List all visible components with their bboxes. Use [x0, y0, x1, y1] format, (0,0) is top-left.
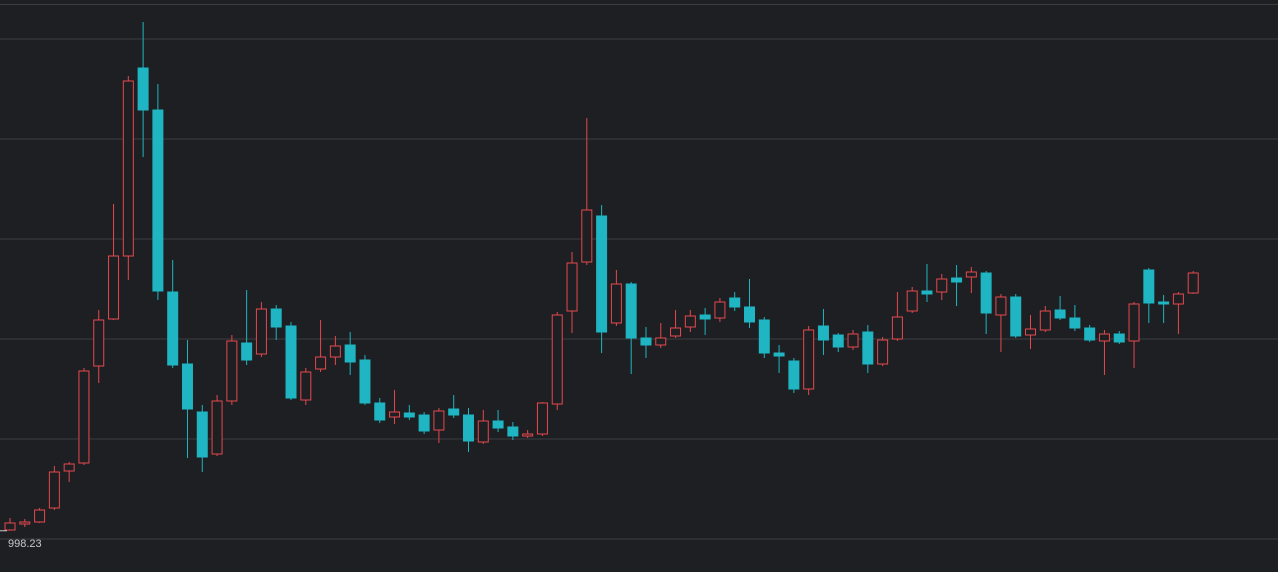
candle-body: [995, 296, 1007, 316]
candle-body: [108, 255, 120, 320]
candle-body: [285, 325, 297, 399]
candle-body: [847, 333, 859, 348]
candle-body: [625, 283, 637, 339]
candle-body: [241, 342, 253, 361]
candle-body: [211, 400, 223, 455]
candle-body: [181, 363, 193, 410]
candle-body: [684, 315, 696, 328]
candle-body: [315, 356, 327, 370]
candle-body: [1158, 301, 1170, 305]
candle-body: [418, 414, 430, 432]
candle-body: [63, 463, 75, 472]
candle-body: [891, 316, 903, 340]
candle-body: [655, 337, 667, 346]
candle-body: [906, 290, 918, 312]
candle-body: [1113, 333, 1125, 343]
candle-body: [980, 272, 992, 314]
candle-body: [670, 327, 682, 337]
candle-body: [477, 420, 489, 443]
candle-body: [270, 308, 282, 328]
candle-body: [433, 410, 445, 431]
candle-body: [329, 345, 341, 358]
candle-body: [803, 329, 815, 390]
candle-body: [862, 331, 874, 365]
candle-body: [1039, 310, 1051, 331]
candle-body: [48, 471, 60, 509]
candle-body: [448, 408, 460, 416]
candle-body: [758, 319, 770, 354]
candle-body: [965, 271, 977, 278]
low-marker-label: 998.23: [8, 538, 42, 550]
candle-body: [921, 290, 933, 295]
candle-body: [300, 371, 312, 401]
candle-body: [78, 370, 90, 464]
candle-body: [255, 308, 267, 355]
candle-body: [566, 262, 578, 312]
candle-body: [34, 509, 46, 523]
candle-body: [744, 306, 755, 323]
candle-body: [1025, 328, 1037, 336]
candle-body: [551, 314, 563, 405]
candle-body: [936, 278, 948, 293]
candle-body: [640, 337, 652, 346]
candle-body: [522, 433, 534, 437]
candle-body: [403, 412, 415, 418]
candle-body: [359, 359, 371, 404]
candle-body: [1010, 296, 1022, 337]
candle-body: [344, 344, 356, 363]
candle-body: [1172, 293, 1184, 305]
candle-body: [1143, 269, 1155, 304]
candle-body: [137, 67, 149, 111]
candle-body: [729, 297, 741, 308]
candle-body: [492, 420, 504, 429]
candle-body: [1128, 303, 1140, 342]
candle-body: [374, 402, 386, 421]
candle-body: [877, 339, 889, 365]
candle-body: [596, 215, 608, 333]
candle-body: [1069, 317, 1081, 329]
candle-body: [1187, 272, 1199, 294]
candle-body: [389, 411, 401, 418]
candle-body: [122, 80, 134, 257]
candle-body: [462, 414, 474, 442]
candle-body: [581, 209, 593, 263]
candle-body: [152, 109, 164, 292]
candle-body: [507, 426, 519, 437]
candle-body: [1098, 333, 1110, 342]
candle-body: [93, 319, 105, 367]
candle-body: [196, 411, 208, 458]
candle-body: [610, 283, 622, 324]
candle-body: [1084, 327, 1096, 341]
candle-body: [832, 334, 844, 348]
candle-body: [1054, 309, 1066, 319]
candle-body: [699, 314, 711, 320]
candle-body: [536, 402, 548, 435]
candle-body: [788, 360, 800, 390]
candle-body: [817, 325, 829, 341]
candle-body: [714, 301, 726, 319]
candle-body: [167, 291, 179, 366]
candle-body: [19, 521, 31, 525]
candle-body: [4, 522, 16, 531]
candle-body: [226, 340, 238, 402]
candle-body: [773, 352, 785, 357]
candle-body: [951, 277, 963, 283]
